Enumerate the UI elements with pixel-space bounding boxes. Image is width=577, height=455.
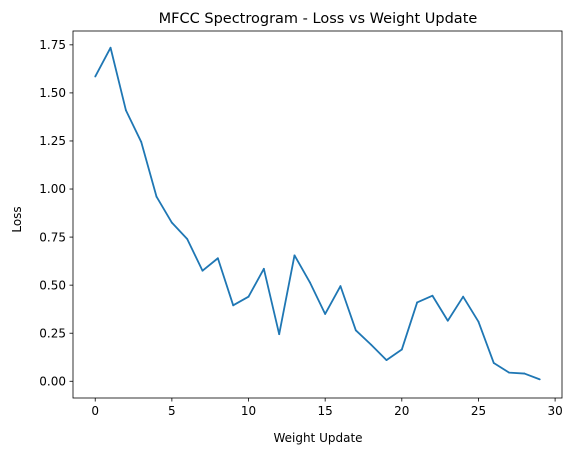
data-point	[446, 319, 449, 322]
x-tick-label: 5	[168, 404, 176, 418]
data-point	[324, 313, 327, 315]
data-point	[140, 141, 143, 143]
y-axis-label: Loss	[10, 206, 24, 232]
plot-area-frame	[72, 30, 563, 399]
data-point	[477, 320, 480, 323]
x-tick-label: 20	[394, 404, 409, 418]
y-tick-label: 1.25	[39, 134, 66, 148]
y-tick-label: 0.75	[39, 230, 66, 244]
x-tick-label: 30	[547, 404, 562, 418]
data-point	[523, 372, 526, 375]
y-tick-label: 0.00	[39, 374, 66, 388]
series-line-group	[94, 46, 541, 381]
data-point	[370, 343, 373, 346]
series-line	[94, 46, 541, 381]
data-point	[308, 281, 311, 284]
data-point	[538, 378, 541, 381]
data-point	[94, 75, 97, 78]
data-point	[492, 362, 495, 364]
x-axis-ticks: 0 5 10 15 20 25 30	[91, 398, 563, 418]
y-tick-label: 1.75	[39, 38, 66, 52]
data-point	[247, 295, 250, 298]
x-tick-label: 0	[91, 404, 99, 418]
chart-title: MFCC Spectrogram - Loss vs Weight Update	[159, 11, 478, 27]
data-point	[278, 333, 281, 336]
data-point	[155, 195, 158, 198]
data-point	[109, 46, 112, 49]
x-tick-label: 15	[318, 404, 333, 418]
data-point	[124, 109, 127, 112]
y-axis-ticks: 0.00 0.25 0.50 0.75 1.00 1.25 1.50 1.75	[39, 38, 73, 388]
data-point	[462, 295, 465, 298]
x-tick-label: 10	[241, 404, 256, 418]
y-tick-label: 1.50	[39, 86, 66, 100]
data-point	[400, 348, 403, 351]
y-tick-label: 1.00	[39, 182, 66, 196]
x-tick-label: 25	[471, 404, 486, 418]
data-point	[262, 267, 265, 270]
data-point	[293, 254, 296, 257]
data-point	[431, 294, 434, 297]
data-point	[508, 371, 511, 374]
data-point	[416, 301, 419, 304]
data-point	[170, 221, 173, 224]
data-point	[385, 359, 388, 362]
data-point	[186, 238, 189, 240]
data-point	[354, 329, 357, 332]
data-point	[216, 257, 219, 260]
y-tick-label: 0.25	[39, 326, 66, 340]
data-point	[232, 304, 235, 307]
y-tick-label: 0.50	[39, 278, 66, 292]
data-point	[339, 285, 342, 288]
data-point	[201, 269, 204, 272]
x-axis-label: Weight Update	[273, 431, 362, 445]
